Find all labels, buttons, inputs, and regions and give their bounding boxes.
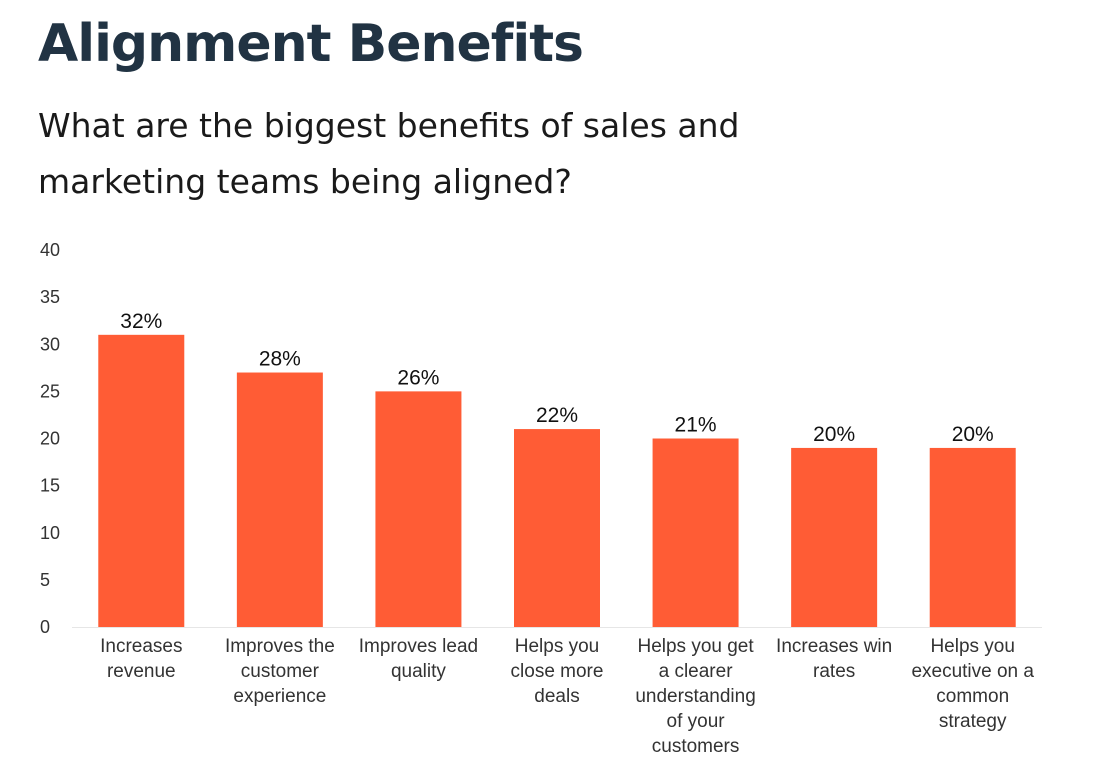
bar — [652, 438, 739, 627]
x-axis-labels: Increases revenue Improves the customer expe… — [100, 636, 1034, 757]
x-tick-label-line: Increases — [100, 636, 182, 657]
data-label: 21% — [675, 414, 717, 437]
bar — [514, 429, 600, 627]
x-tick-label: Helps you executive on a common strategy — [911, 636, 1034, 732]
x-tick-label-line: Helps you — [515, 636, 600, 657]
bar — [98, 334, 185, 627]
x-tick-label-line: Helps you get — [637, 636, 754, 657]
x-tick-label-line: strategy — [939, 711, 1007, 732]
bar — [791, 447, 878, 627]
x-tick-label: Improves lead quality — [359, 636, 478, 682]
x-tick-label-line: rates — [813, 661, 855, 682]
bar — [236, 372, 323, 627]
x-tick-label-line: common — [936, 686, 1009, 707]
y-tick-label: 5 — [40, 570, 50, 590]
y-axis: 0 5 10 15 20 25 30 35 40 — [40, 240, 1042, 637]
x-tick-label-line: Increases win — [776, 636, 892, 657]
bar — [375, 391, 462, 627]
x-tick-label: Improves the customer experience — [225, 636, 335, 707]
bars — [98, 334, 1016, 627]
x-tick-label-line: deals — [534, 686, 579, 707]
y-tick-label: 15 — [40, 476, 60, 496]
x-tick-label-line: understanding — [635, 686, 755, 707]
x-tick-label-line: Improves lead — [359, 636, 478, 657]
x-tick-label-line: Helps you — [930, 636, 1015, 657]
x-tick-label: Increases win rates — [776, 636, 892, 682]
data-label: 22% — [536, 404, 578, 427]
x-tick-label: Helps you get a clearer understanding of yo… — [635, 636, 755, 757]
x-tick-label-line: executive on a — [911, 661, 1034, 682]
x-tick-label-line: close more — [511, 661, 604, 682]
x-tick-label-line: customers — [652, 736, 740, 757]
data-label: 26% — [397, 366, 439, 389]
x-tick-label-line: revenue — [107, 661, 176, 682]
data-label: 32% — [120, 310, 162, 333]
x-tick-label: Helps you close more deals — [511, 636, 604, 707]
data-label: 20% — [813, 423, 855, 446]
data-label: 28% — [259, 348, 301, 371]
x-tick-label-line: Improves the — [225, 636, 335, 657]
y-tick-label: 30 — [40, 334, 60, 354]
x-tick-label-line: customer — [241, 661, 320, 682]
x-tick-label-line: experience — [233, 686, 326, 707]
y-tick-label: 25 — [40, 381, 60, 401]
y-tick-label: 35 — [40, 287, 60, 307]
bar — [929, 447, 1016, 627]
y-tick-label: 0 — [40, 617, 50, 637]
x-tick-label: Increases revenue — [100, 636, 182, 682]
y-tick-label: 10 — [40, 523, 60, 543]
data-labels: 32% 28% 26% 22% 21% 20% 20% — [120, 310, 993, 446]
x-tick-label-line: of your — [667, 711, 726, 732]
x-tick-label-line: a clearer — [659, 661, 734, 682]
y-tick-label: 20 — [40, 429, 60, 449]
y-tick-label: 40 — [40, 240, 60, 260]
data-label: 20% — [952, 423, 994, 446]
chart-subtitle: What are the biggest benefits of sales a… — [38, 106, 740, 201]
chart-title: Alignment Benefits — [38, 14, 584, 74]
x-tick-label-line: quality — [391, 661, 446, 682]
